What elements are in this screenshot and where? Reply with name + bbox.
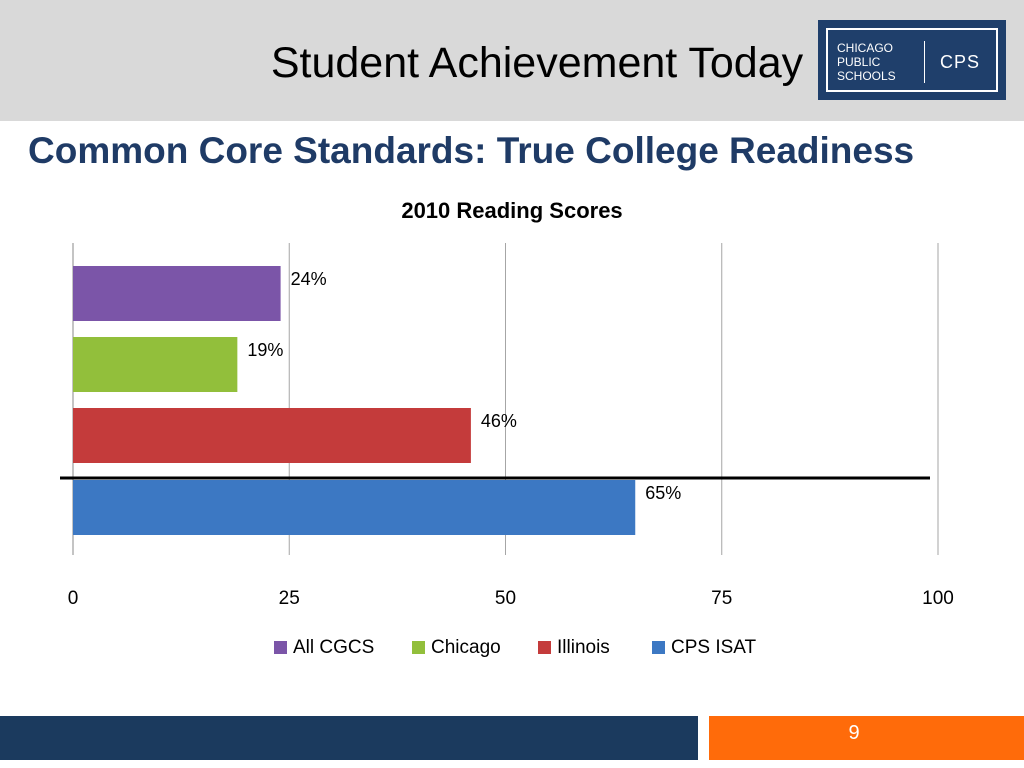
chart-title: 2010 Reading Scores [401, 198, 622, 223]
x-tick-label: 0 [68, 588, 79, 609]
logo-text: CHICAGO PUBLIC SCHOOLS [837, 41, 917, 83]
x-tick-label: 50 [495, 588, 516, 609]
legend-label: CPS ISAT [671, 637, 757, 658]
legend-label: Illinois [557, 637, 610, 658]
bar-data-label: 65% [645, 483, 681, 503]
logo-divider [924, 41, 925, 83]
page-number: 9 [848, 722, 860, 744]
reading-scores-chart: 2010 Reading Scores 24% 19% 46% 65% 0 25 50 75 10… [60, 198, 954, 658]
logo-abbreviation: CPS [940, 52, 981, 72]
logo-line: PUBLIC [837, 55, 881, 69]
bar-data-label: 19% [247, 340, 283, 360]
x-tick-label: 75 [711, 588, 732, 609]
slide-title: Student Achievement Today [270, 39, 804, 87]
bar-data-label: 24% [291, 269, 327, 289]
bar-data-label: 46% [481, 411, 517, 431]
bar-illinois [73, 408, 471, 463]
bar-cps-isat [73, 480, 636, 535]
x-tick-label: 100 [922, 588, 954, 609]
legend-swatch [412, 641, 425, 654]
footer-bar [0, 716, 698, 760]
legend-swatch [538, 641, 551, 654]
logo-line: CHICAGO [837, 41, 894, 55]
cps-logo: CHICAGO PUBLIC SCHOOLS CPS [818, 20, 1006, 100]
slide-subtitle: Common Core Standards: True College Read… [28, 130, 915, 171]
legend-label: Chicago [431, 637, 501, 658]
legend-label: All CGCS [293, 637, 374, 658]
x-tick-label: 25 [279, 588, 300, 609]
logo-frame: CHICAGO PUBLIC SCHOOLS CPS [826, 28, 998, 92]
bar-all-cgcs [73, 266, 281, 321]
footer-page-box [709, 716, 1024, 760]
logo-line: SCHOOLS [837, 69, 896, 83]
legend-swatch [274, 641, 287, 654]
legend-swatch [652, 641, 665, 654]
bar-chicago [73, 337, 238, 392]
